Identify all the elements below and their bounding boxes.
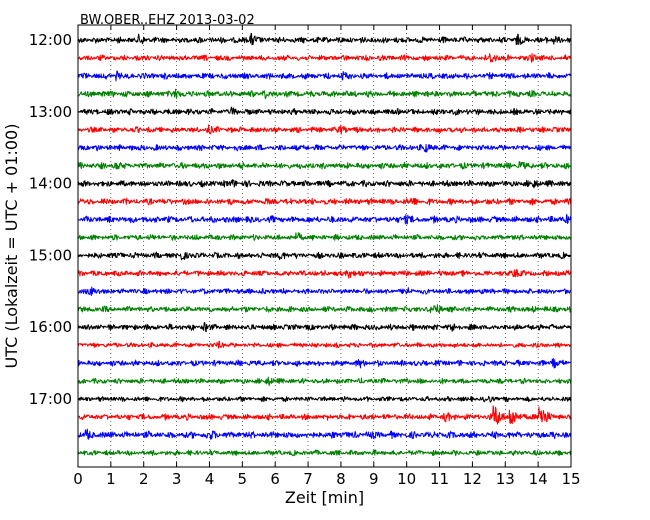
x-tick-label: 4 [205, 470, 215, 488]
x-tick-label: 1 [106, 470, 116, 488]
x-tick-label: 11 [430, 470, 449, 488]
grid-lines [110, 25, 539, 467]
x-tick-label: 12 [463, 470, 482, 488]
trace-1415 [77, 197, 572, 206]
x-axis-ticks: 0 1 2 3 4 5 6 7 8 9 10 11 12 13 14 15 [73, 25, 581, 488]
trace-1445 [77, 232, 572, 241]
trace-1230 [77, 70, 572, 82]
x-tick-label: 13 [496, 470, 515, 488]
y-tick-label: 13:00 [29, 103, 72, 121]
trace-1300 [77, 106, 572, 116]
trace-1345 [77, 161, 572, 170]
y-axis-ticks: 12:00 13:00 14:00 15:00 16:00 17:00 [29, 31, 571, 408]
trace-1600 [77, 322, 572, 333]
x-tick-label: 9 [369, 470, 379, 488]
trace-1400 [77, 179, 572, 189]
x-tick-label: 0 [73, 470, 83, 488]
trace-1315 [77, 124, 572, 135]
trace-1245 [77, 88, 572, 100]
x-tick-label: 7 [303, 470, 313, 488]
trace-1430 [77, 214, 572, 225]
trace-1330 [77, 143, 572, 153]
x-tick-label: 10 [397, 470, 416, 488]
trace-1530 [77, 286, 572, 297]
trace-1700 [77, 395, 572, 403]
y-tick-label: 17:00 [29, 390, 72, 408]
x-tick-label: 5 [238, 470, 248, 488]
x-tick-label: 14 [529, 470, 548, 488]
x-tick-label: 6 [270, 470, 280, 488]
trace-1730 [77, 428, 572, 440]
trace-1615 [77, 340, 572, 349]
trace-1215 [77, 53, 572, 63]
y-axis-label: UTC (Lokalzeit = UTC + 01:00) [2, 124, 21, 369]
x-tick-label: 8 [336, 470, 346, 488]
y-tick-label: 16:00 [29, 318, 72, 336]
trace-1200 [77, 32, 572, 46]
plot-frame [77, 24, 572, 468]
trace-1630 [77, 357, 572, 369]
y-tick-label: 12:00 [29, 31, 72, 49]
trace-1645 [77, 376, 572, 387]
x-tick-label: 3 [172, 470, 182, 488]
trace-1545 [77, 304, 572, 314]
y-tick-label: 14:00 [29, 175, 72, 193]
chart-title: BW.OBER..EHZ 2013-03-02 [80, 13, 255, 28]
trace-group [77, 32, 572, 457]
trace-1515 [77, 268, 572, 279]
y-tick-label: 15:00 [29, 246, 72, 264]
trace-1500 [77, 251, 572, 261]
x-tick-label: 2 [139, 470, 149, 488]
trace-1715 [77, 405, 572, 425]
x-tick-label: 15 [561, 470, 580, 488]
trace-1745 [77, 449, 572, 457]
x-axis-label: Zeit [min] [285, 488, 364, 507]
